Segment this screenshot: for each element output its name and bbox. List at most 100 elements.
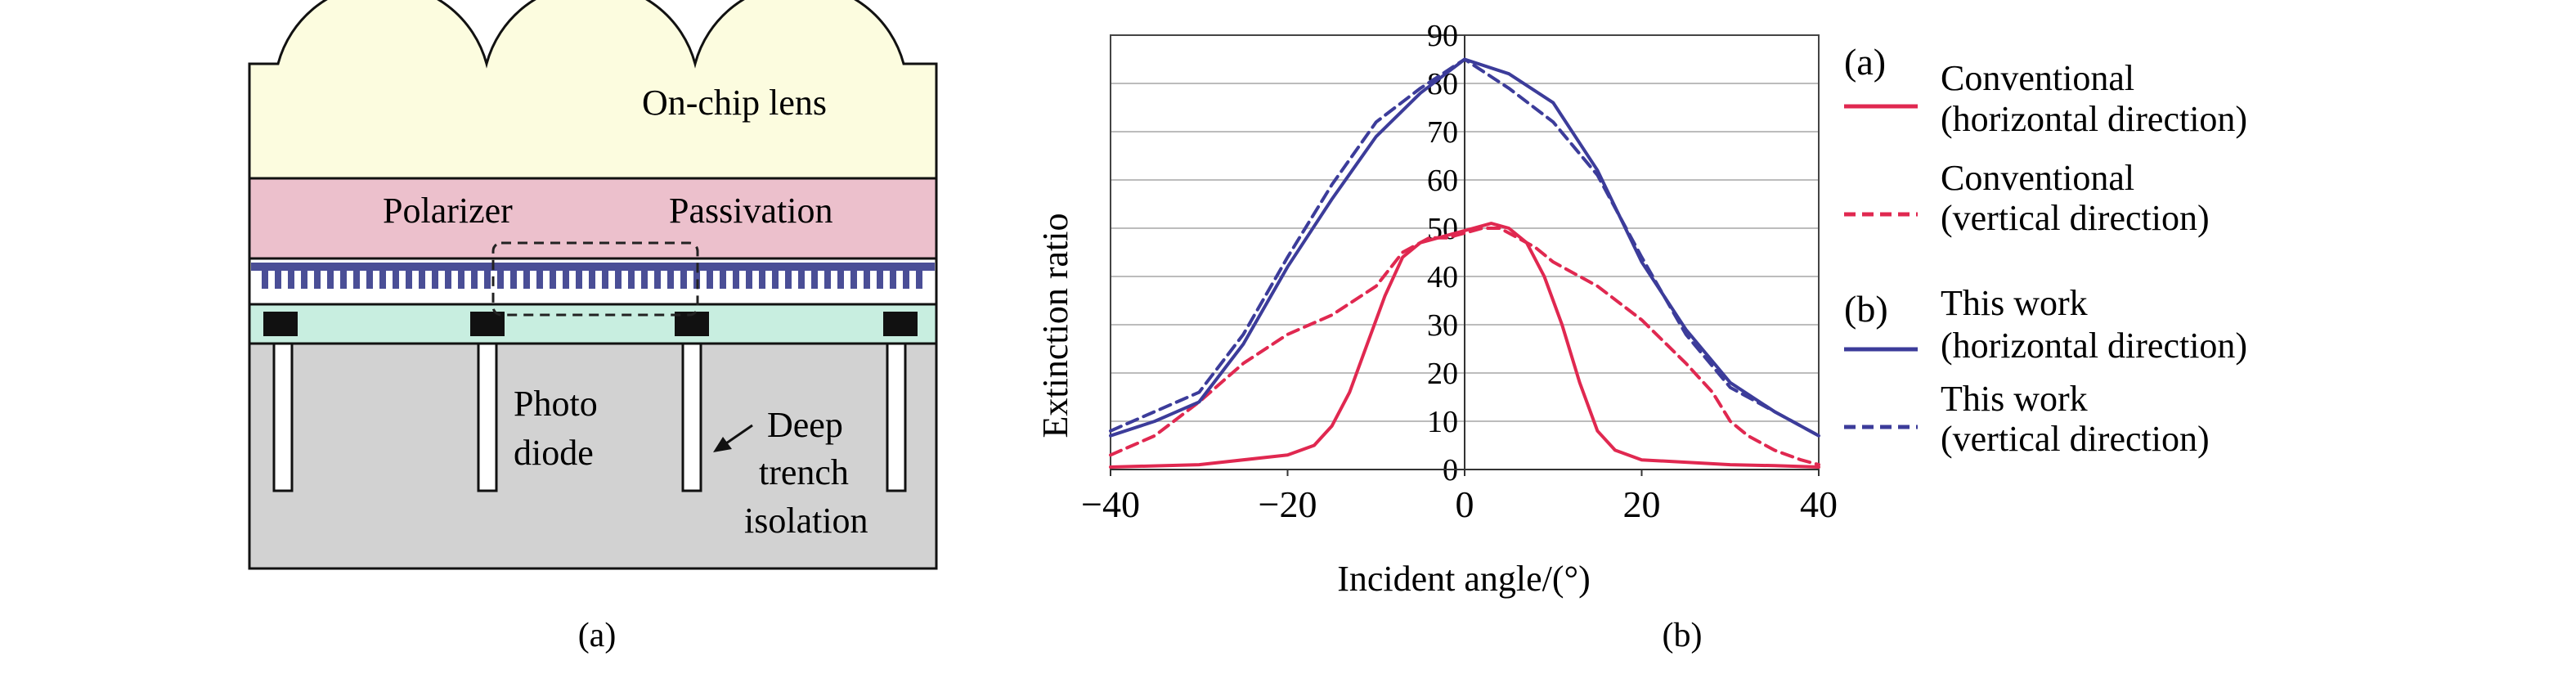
- metal-shield-group: [263, 312, 918, 336]
- legend-label: (vertical direction): [1941, 419, 2210, 459]
- wire-grid-line: [458, 269, 464, 289]
- x-tick-label: 40: [1800, 483, 1838, 525]
- wire-grid-line: [850, 269, 857, 289]
- deep-trench-isolation: [886, 342, 907, 492]
- y-axis-title: Extinction ratio: [1035, 213, 1075, 438]
- deep-trench-isolation-group: [272, 342, 907, 492]
- y-tick-label: 70: [1427, 115, 1458, 150]
- wire-grid-line: [746, 269, 752, 289]
- wire-grid-line: [445, 269, 451, 289]
- wire-grid-line: [877, 269, 883, 289]
- wire-grid-line: [262, 269, 268, 289]
- x-tick-label: −20: [1259, 483, 1317, 525]
- wire-grid-line: [432, 269, 438, 289]
- pointer-arrow-shaft: [723, 424, 753, 447]
- x-axis-title: Incident angle/(°): [1337, 559, 1591, 599]
- panel-label-a: (a): [578, 617, 617, 654]
- passivation-label: Passivation: [669, 191, 832, 231]
- polarizer-label: Polarizer: [383, 191, 513, 231]
- wire-grid-line: [602, 269, 608, 289]
- wire-grid-line: [471, 269, 478, 289]
- x-tick-label: 20: [1623, 483, 1661, 525]
- legend-label: This work: [1941, 283, 2088, 323]
- wire-grid-line: [759, 269, 765, 289]
- lens-label: On-chip lens: [642, 83, 827, 123]
- wire-grid-line: [340, 269, 347, 289]
- wire-grid-line: [916, 269, 922, 289]
- passivation-layer: [248, 177, 938, 260]
- series-lines: [1109, 57, 1820, 469]
- wire-grid-line: [707, 269, 713, 289]
- wire-grid-line: [733, 269, 739, 289]
- wire-grid-line: [824, 269, 831, 289]
- wire-grid-line: [720, 269, 726, 289]
- pixel-cross-section-diagram: On-chip lens Polarizer Passivation Photo…: [248, 0, 938, 654]
- deep-trench-isolation: [272, 342, 294, 492]
- wire-grid-line: [275, 269, 281, 289]
- wire-grid-line: [563, 269, 569, 289]
- legend-label: (horizontal direction): [1941, 99, 2247, 139]
- legend-label: Conventional: [1941, 158, 2134, 198]
- highlight-box: [491, 241, 699, 317]
- wire-grid-line: [419, 269, 425, 289]
- wire-grid-line: [785, 269, 792, 289]
- x-tick-label: −40: [1081, 483, 1140, 525]
- wire-grid-line: [406, 269, 412, 289]
- wire-grid-line: [510, 269, 517, 289]
- legend-label: This work: [1941, 379, 2088, 419]
- wire-grid-line: [615, 269, 622, 289]
- wire-grid-line: [576, 269, 582, 289]
- legend-label: (vertical direction): [1941, 198, 2210, 238]
- wire-grid-top-bar: [251, 263, 935, 271]
- y-tick-label: 20: [1427, 357, 1458, 391]
- wire-grid-line: [550, 269, 556, 289]
- wire-grid-line: [536, 269, 543, 289]
- filter-layer: [248, 303, 938, 345]
- y-tick-label: 40: [1427, 260, 1458, 294]
- wire-grid-line: [864, 269, 870, 289]
- wire-grid-line: [314, 269, 321, 289]
- wire-grid-line: [379, 269, 386, 289]
- y-tick-label: 10: [1427, 405, 1458, 439]
- x-tick-label: 0: [1456, 483, 1474, 525]
- wire-grid-line: [393, 269, 399, 289]
- wire-grid-line: [667, 269, 674, 289]
- wire-grid-line: [798, 269, 805, 289]
- wire-grid-line: [484, 269, 491, 289]
- wire-grid-line: [693, 269, 700, 289]
- metal-shield: [263, 312, 298, 336]
- series-line-0: [1109, 222, 1820, 469]
- series-line-1: [1109, 227, 1820, 467]
- wire-grid-line: [589, 269, 595, 289]
- wire-grid-line: [327, 269, 334, 289]
- legend: (a) (b) Conventional (horizontal direction)…: [1844, 41, 2247, 459]
- wire-grid-line: [811, 269, 818, 289]
- wire-grid: [251, 263, 935, 289]
- wire-grid-line: [772, 269, 779, 289]
- wire-grid-line: [680, 269, 687, 289]
- y-tick-label: 90: [1427, 19, 1458, 53]
- y-tick-label: 30: [1427, 308, 1458, 343]
- wire-grid-line: [353, 269, 360, 289]
- wire-grid-line: [366, 269, 373, 289]
- wire-grid-line: [301, 269, 307, 289]
- photodiode-label-line1: Photo: [514, 384, 598, 424]
- wire-grid-line: [288, 269, 294, 289]
- metal-shield: [883, 312, 918, 336]
- legend-group-label: (a): [1844, 41, 1886, 83]
- wire-grid-line: [837, 269, 844, 289]
- wire-grid-line: [641, 269, 648, 289]
- dti-label-line3: isolation: [744, 501, 868, 541]
- wire-grid-line: [890, 269, 896, 289]
- dti-label-line2: trench: [759, 452, 849, 492]
- x-axis: −40 −20 0 20 40: [1081, 469, 1838, 525]
- dti-label-line1: Deep: [767, 405, 843, 445]
- deep-trench-isolation: [681, 342, 702, 492]
- y-tick-label: 60: [1427, 164, 1458, 198]
- wire-grid-line: [654, 269, 661, 289]
- pointer-arrow-head: [713, 437, 732, 452]
- legend-group-label: (b): [1844, 288, 1888, 330]
